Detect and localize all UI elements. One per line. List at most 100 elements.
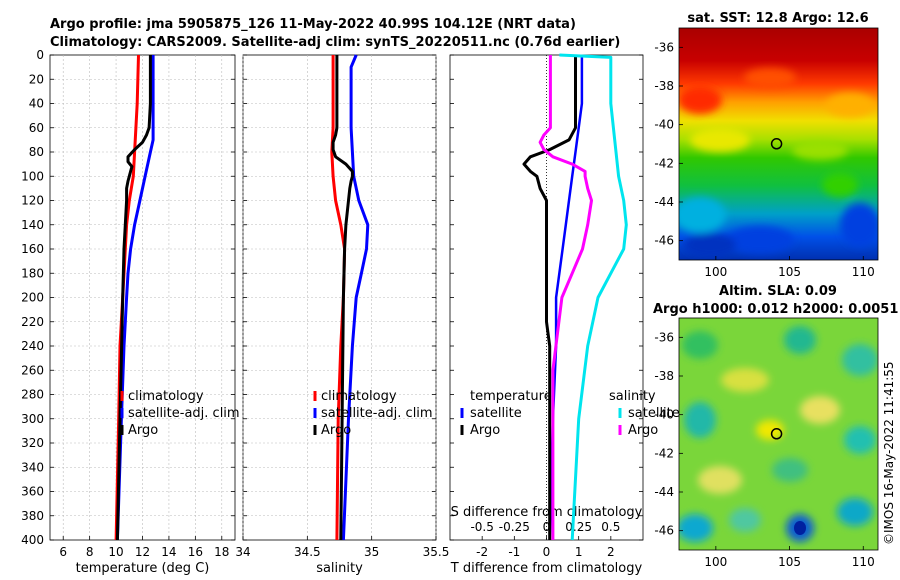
x-tick-label: 34 — [235, 545, 250, 559]
sla-map-frame — [678, 317, 879, 551]
series-line-argo — [331, 55, 354, 541]
map-x-tick-label: 110 — [852, 265, 875, 279]
temperature-panel: 0 20 40 60 80 100 120 140 160 180 200 220 240 260 280 3… — [21, 48, 240, 576]
legend-label: satellite-adj. clim — [128, 406, 240, 421]
map-y-tick-label: -44 — [654, 485, 674, 499]
map-y-tick-label: -38 — [654, 79, 674, 93]
top-x-axis-label: S difference from climatology — [451, 505, 643, 520]
y-tick-label: 280 — [21, 388, 44, 402]
y-tick-label: 240 — [21, 339, 44, 353]
map-x-tick-label: 105 — [778, 265, 801, 279]
map-y-tick-label: -42 — [654, 446, 674, 460]
y-tick-label: 380 — [21, 509, 44, 523]
x-tick-label: 16 — [188, 545, 203, 559]
x-tick-label: 18 — [214, 545, 229, 559]
x-axis-label: T difference from climatology — [450, 561, 643, 576]
legend-header-temperature: temperature — [470, 389, 552, 404]
legend-label: satellite — [628, 406, 680, 421]
map-y-tick-label: -46 — [654, 524, 674, 538]
legend-label: satellite — [470, 406, 522, 421]
legend-label: Argo — [321, 423, 351, 438]
y-tick-label: 360 — [21, 485, 44, 499]
x-tick-label: 14 — [161, 545, 176, 559]
map-x-tick-label: 100 — [704, 265, 727, 279]
map-y-tick-label: -36 — [654, 330, 674, 344]
series-line-climatology — [114, 54, 140, 541]
legend-label: Argo — [470, 423, 500, 438]
y-tick-label: 120 — [21, 194, 44, 208]
y-tick-label: 400 — [21, 533, 44, 547]
map-y-tick-label: -38 — [654, 369, 674, 383]
y-tick-label: 160 — [21, 242, 44, 256]
map-y-tick-label: -40 — [654, 408, 674, 422]
y-tick-label: 40 — [29, 97, 44, 111]
map-y-tick-label: -46 — [654, 234, 674, 248]
series-line-salinity-satellite — [559, 53, 628, 541]
figure-title-line2: Climatology: CARS2009. Satellite-adj cli… — [50, 35, 620, 50]
x-tick-label: 35.5 — [423, 545, 450, 559]
sst-map-frame — [678, 27, 879, 261]
sst-map: sat. SST: 12.8 Argo: 12.6 100 105 110 -36 -3… — [654, 11, 879, 279]
series-line-salinity-argo — [538, 55, 593, 540]
y-tick-label: 100 — [21, 169, 44, 183]
y-tick-label: 320 — [21, 436, 44, 450]
sla-low-eddy — [794, 521, 806, 535]
map-x-tick-label: 110 — [852, 555, 875, 569]
x-tick-label: 0 — [543, 545, 551, 559]
x-tick-label: -1 — [508, 545, 520, 559]
y-tick-label: 80 — [29, 145, 44, 159]
top-x-tick-label: 0.5 — [601, 520, 620, 534]
x-axis-label: temperature (deg C) — [76, 561, 210, 576]
y-tick-label: 0 — [36, 48, 44, 62]
x-tick-label: 12 — [135, 545, 150, 559]
x-tick-label: 10 — [108, 545, 123, 559]
map-x-tick-label: 105 — [778, 555, 801, 569]
sst-argo-position-marker — [770, 138, 783, 150]
sla-map: Altim. SLA: 0.09 Argo h1000: 0.012 h2000… — [653, 284, 898, 569]
x-tick-label: 6 — [59, 545, 67, 559]
y-tick-label: 300 — [21, 412, 44, 426]
series-line-argo — [115, 55, 152, 541]
series-line-satellite-adj-clim — [115, 55, 155, 541]
sla-eddies — [679, 326, 878, 542]
map-y-tick-label: -40 — [654, 118, 674, 132]
y-tick-label: 260 — [21, 363, 44, 377]
y-tick-label: 20 — [29, 72, 44, 86]
x-tick-label: 8 — [86, 545, 94, 559]
x-tick-label: 35 — [364, 545, 379, 559]
series-line-temperature-argo — [522, 55, 577, 540]
x-tick-label: 2 — [607, 545, 615, 559]
top-x-tick-label: -0.25 — [499, 520, 530, 534]
x-tick-label: 34.5 — [294, 545, 321, 559]
y-tick-label: 60 — [29, 121, 44, 135]
series-line-satellite-adj-clim — [341, 54, 370, 541]
sla-map-title-line2: Argo h1000: 0.012 h2000: 0.0051 — [653, 302, 898, 317]
x-axis-label: salinity — [316, 561, 363, 576]
map-y-tick-label: -42 — [654, 156, 674, 170]
sst-map-title: sat. SST: 12.8 Argo: 12.6 — [687, 11, 868, 26]
sla-map-title-line1: Altim. SLA: 0.09 — [719, 284, 837, 299]
y-tick-label: 180 — [21, 266, 44, 280]
legend-label: Argo — [128, 423, 158, 438]
salinity-panel: 34 34.5 35 35.5 salinity climatology satellite… — [235, 54, 450, 576]
map-y-tick-label: -36 — [654, 40, 674, 54]
map-y-tick-label: -44 — [654, 195, 674, 209]
sst-eddies — [679, 68, 878, 257]
y-tick-label: 200 — [21, 291, 44, 305]
map-x-tick-label: 100 — [704, 555, 727, 569]
y-tick-label: 140 — [21, 218, 44, 232]
legend-label: Argo — [628, 423, 658, 438]
x-tick-label: 1 — [575, 545, 583, 559]
sla-argo-position-marker — [770, 428, 783, 440]
legend-label: satellite-adj. clim — [321, 406, 433, 421]
legend-header-salinity: salinity — [609, 389, 656, 404]
difference-panel: -2 -1 0 1 2 T difference from climatology -0.5… — [449, 53, 680, 576]
y-tick-label: 340 — [21, 460, 44, 474]
y-tick-label: 220 — [21, 315, 44, 329]
top-x-tick-label: 0.25 — [565, 520, 592, 534]
legend-label: climatology — [128, 389, 204, 404]
imos-watermark: ©IMOS 16-May-2022 11:41:55 — [882, 361, 896, 545]
figure-title-line1: Argo profile: jma 5905875_126 11-May-202… — [50, 17, 576, 32]
x-tick-label: -2 — [476, 545, 488, 559]
